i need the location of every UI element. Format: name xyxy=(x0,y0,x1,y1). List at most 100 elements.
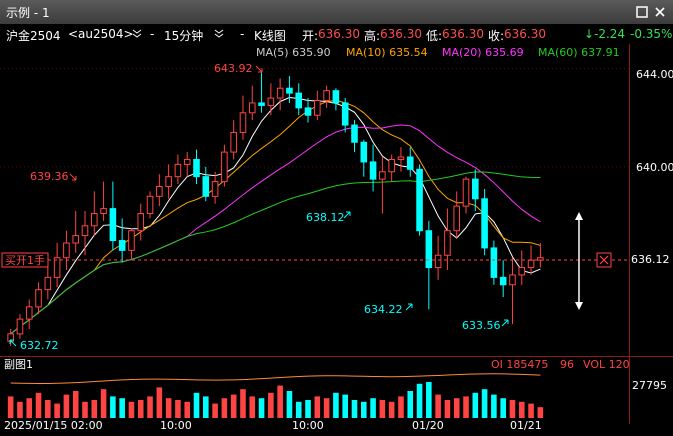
candle-body[interactable] xyxy=(25,306,33,320)
separator: - xyxy=(240,27,245,41)
chevron-down-icon[interactable] xyxy=(214,27,224,41)
candle-body[interactable] xyxy=(379,171,386,180)
volume-bar xyxy=(426,382,432,418)
period-selector[interactable]: 15分钟 xyxy=(164,29,204,43)
maximize-icon[interactable] xyxy=(634,4,650,20)
candle-body[interactable] xyxy=(128,230,135,251)
volume-bar xyxy=(184,401,191,418)
candle-body[interactable] xyxy=(295,92,303,109)
oi-line xyxy=(10,373,541,384)
candle-body[interactable] xyxy=(341,102,349,126)
candle-body[interactable] xyxy=(286,87,293,94)
volume-bar xyxy=(63,394,70,418)
symbol-code[interactable]: <au2504> xyxy=(68,27,134,41)
volume-bar xyxy=(45,400,51,418)
candle-body[interactable] xyxy=(369,161,377,180)
volume-bar xyxy=(72,391,79,418)
candle-body[interactable] xyxy=(360,141,368,163)
candle-body[interactable] xyxy=(509,274,516,286)
candle-body[interactable] xyxy=(434,254,442,269)
volume-bar xyxy=(268,392,274,418)
candle-body[interactable] xyxy=(193,158,200,178)
candle-body[interactable] xyxy=(406,156,414,170)
kline-chart[interactable]: MA(5) 635.90 MA(10) 635.54 MA(20) 635.69… xyxy=(0,44,673,356)
low-arrow-icon xyxy=(9,339,17,347)
volume-bar xyxy=(333,392,339,418)
candle-body[interactable] xyxy=(81,225,89,237)
candle-body[interactable] xyxy=(332,90,340,104)
candle-body[interactable] xyxy=(481,198,488,249)
candle-body[interactable] xyxy=(351,124,358,143)
candle-body[interactable] xyxy=(425,230,433,269)
candle-body[interactable] xyxy=(72,235,79,244)
ma10-line xyxy=(10,99,541,335)
volume-bar xyxy=(100,389,107,418)
candle-body[interactable] xyxy=(35,289,42,308)
volume-bar xyxy=(165,398,172,418)
candle-body[interactable] xyxy=(267,97,275,106)
candle-body[interactable] xyxy=(90,213,98,227)
position-badge[interactable] xyxy=(1,252,49,268)
volume-bar xyxy=(175,400,181,418)
candle-body[interactable] xyxy=(44,276,52,291)
candle-body[interactable] xyxy=(462,178,470,207)
time-label: 2025/01/15 02:00 xyxy=(4,419,103,432)
high-label: 高: xyxy=(364,29,381,43)
candle-body[interactable] xyxy=(453,205,461,232)
volume-bar xyxy=(472,392,479,418)
open-value: 636.30 xyxy=(318,27,360,41)
candle-body[interactable] xyxy=(221,151,228,183)
candle-body[interactable] xyxy=(16,318,24,335)
price-tick: 644.00 xyxy=(636,68,673,81)
candle-body[interactable] xyxy=(53,257,61,278)
candle-body[interactable] xyxy=(499,276,507,286)
oi-label: OI 185475 xyxy=(491,358,548,371)
candle-body[interactable] xyxy=(258,102,265,106)
candle-body[interactable] xyxy=(156,185,163,197)
candle-body[interactable] xyxy=(397,156,405,160)
candle-body[interactable] xyxy=(304,107,312,116)
candle-body[interactable] xyxy=(490,247,498,278)
candle-body[interactable] xyxy=(248,102,256,114)
window-title: 示例 - 1 xyxy=(6,6,50,20)
candle-body[interactable] xyxy=(472,178,479,200)
candle-body[interactable] xyxy=(416,168,423,232)
candle-body[interactable] xyxy=(174,163,182,178)
candle-body[interactable] xyxy=(211,181,219,197)
volume-oi-chart[interactable]: 副图1 OI 185475 96 VOL 120 27795 xyxy=(0,356,673,424)
candle-body[interactable] xyxy=(183,158,191,165)
candle-body[interactable] xyxy=(314,100,321,116)
candle-body[interactable] xyxy=(100,208,107,215)
volume-bar xyxy=(193,392,200,418)
volume-bar xyxy=(240,389,246,418)
candle-body[interactable] xyxy=(137,213,145,232)
chevron-down-icon[interactable] xyxy=(132,27,142,41)
candle-body[interactable] xyxy=(146,195,154,215)
position-label: 买开1手 xyxy=(5,253,45,267)
candle-body[interactable] xyxy=(202,176,210,197)
candle-body[interactable] xyxy=(527,259,535,269)
candle-body[interactable] xyxy=(388,158,395,173)
candle-body[interactable] xyxy=(276,87,284,99)
candle-body[interactable] xyxy=(63,242,70,259)
volume-bar xyxy=(370,398,376,418)
candle-body[interactable] xyxy=(518,267,526,276)
time-label: 10:00 xyxy=(160,419,192,432)
close-icon[interactable] xyxy=(652,4,668,20)
close-value: 636.30 xyxy=(504,27,546,41)
volume-bar xyxy=(128,401,135,418)
volume-bar xyxy=(323,398,330,418)
candle-body[interactable] xyxy=(118,240,126,251)
candle-body[interactable] xyxy=(323,90,330,102)
candle-body[interactable] xyxy=(444,230,451,256)
volume-bar xyxy=(351,400,358,418)
sub-axis-value: 27795 xyxy=(632,379,667,392)
candle-body[interactable] xyxy=(109,208,117,242)
drag-handle-icon[interactable] xyxy=(575,212,583,310)
symbol-name[interactable]: 沪金2504 xyxy=(6,29,61,43)
candle-body[interactable] xyxy=(239,112,247,133)
candle-body[interactable] xyxy=(230,131,237,153)
candle-body[interactable] xyxy=(165,176,172,187)
chart-type[interactable]: K线图 xyxy=(254,29,286,43)
high-annotation: 643.92 xyxy=(214,62,253,75)
